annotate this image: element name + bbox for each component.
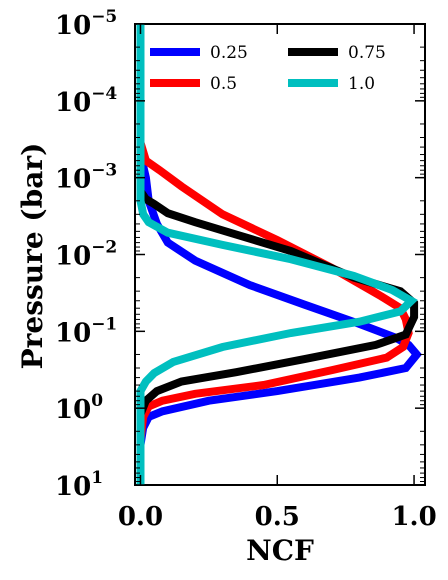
y-tick-label: 10−4: [55, 84, 117, 118]
x-axis-title: NCF: [246, 534, 314, 567]
y-tick-label: 10−2: [55, 238, 117, 272]
tick-layer: 0.0 0.5 1.0 10−5 10−4 10−3 10−2 10−1 100 101: [55, 7, 437, 532]
legend-label-1: 0.5: [210, 74, 237, 94]
y-axis-title: Pressure (bar): [16, 143, 49, 370]
x-tick-label: 0.5: [255, 502, 300, 532]
series-line-3: [136, 24, 418, 485]
legend-label-0: 0.25: [210, 43, 248, 63]
legend-label-2: 0.75: [348, 43, 386, 63]
legend: 0.25 0.5 0.75 1.0: [150, 43, 386, 94]
plot-area: 0.0 0.5 1.0 10−5 10−4 10−3 10−2 10−1 100 101: [55, 7, 437, 532]
y-tick-label: 100: [55, 391, 103, 425]
x-tick-label: 0.0: [118, 502, 163, 532]
y-tick-label: 10−3: [55, 161, 117, 195]
legend-label-3: 1.0: [348, 74, 375, 94]
series-layer: [136, 24, 423, 485]
y-tick-label: 10−1: [55, 314, 117, 348]
y-tick-label: 10−5: [55, 7, 117, 41]
x-tick-label: 1.0: [391, 502, 436, 532]
y-tick-label: 101: [55, 468, 103, 502]
series-line-1: [136, 24, 413, 485]
